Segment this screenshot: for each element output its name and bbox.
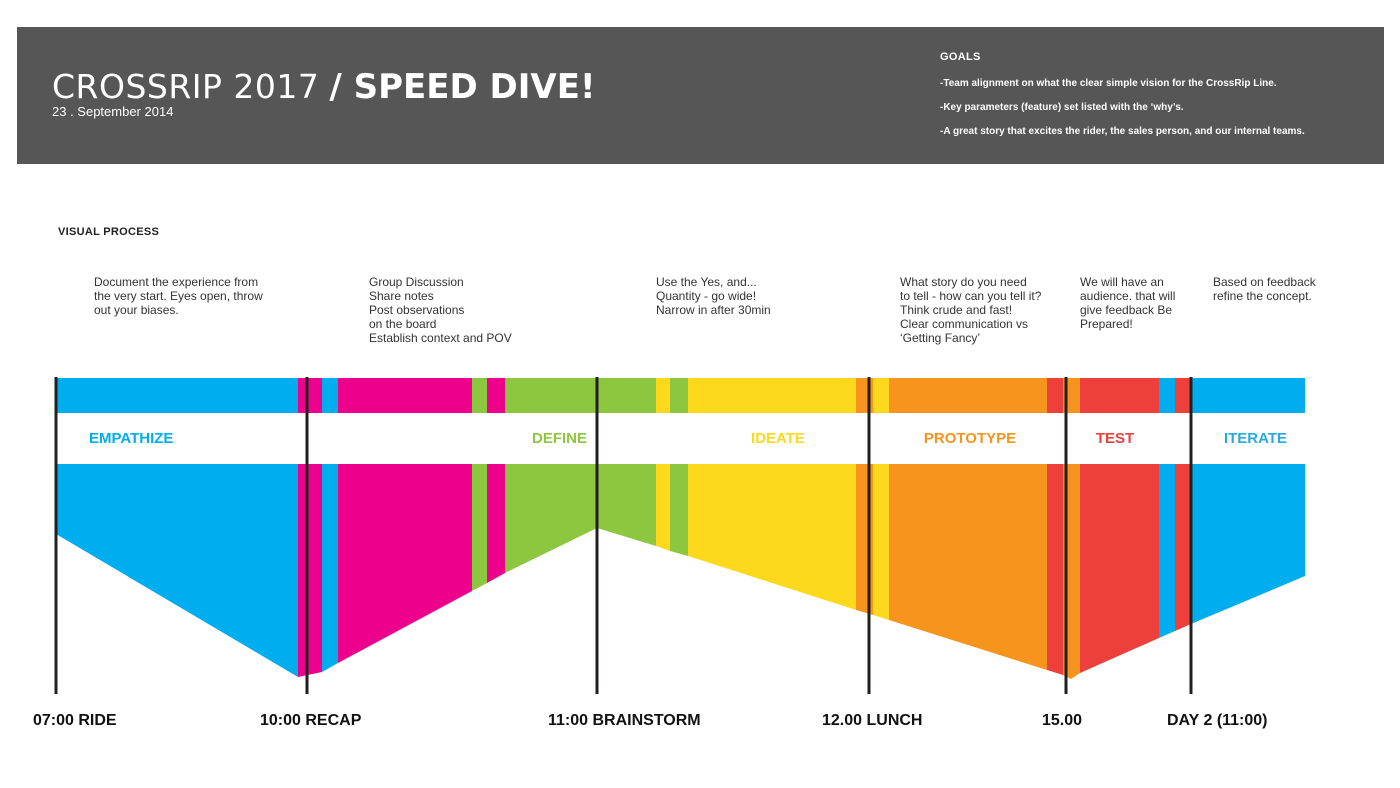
time-label: 12.00 LUNCH <box>822 712 923 729</box>
goals-title: GOALS <box>940 51 981 63</box>
note-iterate: Based on feedback refine the concept. <box>1213 275 1316 303</box>
header-banner: CROSSRIP 2017/ SPEED DIVE! 23 . Septembe… <box>17 27 1384 164</box>
goal-item: -A great story that excites the rider, t… <box>940 126 1305 137</box>
phase-label-define: DEFINE <box>532 430 587 447</box>
title-subtitle: / SPEED DIVE! <box>329 67 596 107</box>
phase-labels: EMPATHIZE DEFINE IDEATE PROTOTYPE TEST I… <box>89 430 1287 447</box>
note-empathize: Document the experience from the very st… <box>94 275 263 317</box>
event-date: 23 . September 2014 <box>52 104 174 119</box>
milestone-lines <box>54 377 1193 694</box>
phase-label-empathize: EMPATHIZE <box>89 430 173 447</box>
phase-label-iterate: ITERATE <box>1224 430 1287 447</box>
band-define-magenta-b <box>487 378 505 583</box>
note-test: We will have an audience. that will give… <box>1080 275 1176 331</box>
phase-label-prototype: PROTOTYPE <box>924 430 1016 447</box>
note-ideate: Use the Yes, and... Quantity - go wide! … <box>656 275 771 317</box>
goal-item: -Team alignment on what the clear simple… <box>940 78 1277 89</box>
note-prototype: What story do you need to tell - how can… <box>900 275 1042 345</box>
phase-label-ideate: IDEATE <box>751 430 805 447</box>
band-ideate-yellow-a <box>656 378 670 551</box>
band-define-green-a <box>472 378 487 591</box>
time-label: 07:00 RIDE <box>33 712 117 729</box>
goals-block: GOALS -Team alignment on what the clear … <box>940 51 1380 150</box>
band-ideate <box>688 378 856 610</box>
time-label: 15.00 <box>1042 712 1083 729</box>
time-label: DAY 2 (11:00) <box>1167 712 1268 729</box>
title-brand: CROSSRIP 2017 <box>52 67 320 106</box>
goal-item: -Key parameters (feature) set listed wit… <box>940 102 1184 113</box>
band-define-green <box>505 378 656 573</box>
label-strip <box>56 413 1306 464</box>
time-label: 11:00 BRAINSTORM <box>548 712 701 729</box>
time-label: 10:00 RECAP <box>260 712 362 729</box>
page-title: CROSSRIP 2017/ SPEED DIVE! <box>52 67 595 107</box>
note-define: Group Discussion Share notes Post observ… <box>369 275 512 345</box>
phase-label-test: TEST <box>1096 430 1134 447</box>
band-ideate-green-b <box>670 378 688 556</box>
visual-process-title: VISUAL PROCESS <box>58 226 160 238</box>
